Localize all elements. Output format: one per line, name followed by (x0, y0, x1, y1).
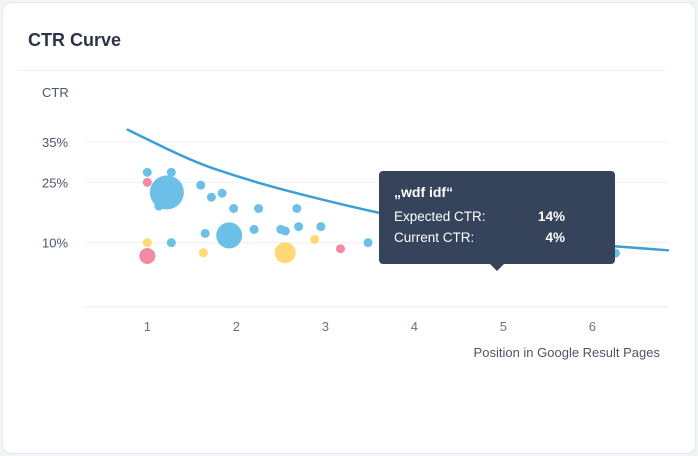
tooltip-title: „wdf idf“ (394, 184, 454, 200)
data-point (316, 222, 326, 232)
card-divider (18, 70, 666, 71)
data-point (142, 238, 152, 248)
data-point (363, 238, 373, 248)
x-tick-label: 2 (233, 319, 240, 334)
data-point (142, 177, 152, 187)
card-title: CTR Curve (28, 30, 122, 50)
tooltip-value-current: 4% (545, 230, 565, 245)
data-point (166, 167, 176, 177)
data-tooltip: „wdf idf“ Expected CTR: 14% Current CTR:… (379, 171, 615, 271)
y-tick-label: 35% (42, 135, 68, 150)
x-tick-label: 3 (322, 319, 329, 334)
data-point (229, 204, 239, 213)
data-point (154, 201, 164, 211)
data-point (149, 175, 184, 210)
y-tick-label: 25% (42, 175, 68, 190)
data-point (254, 204, 264, 213)
data-point (216, 222, 243, 249)
tooltip-label-expected: Expected CTR: (394, 209, 486, 224)
data-point (142, 167, 152, 177)
data-point (310, 234, 320, 244)
data-point (292, 204, 302, 213)
x-tick-label: 1 (144, 319, 151, 334)
data-point (139, 247, 156, 264)
x-tick-label: 6 (589, 319, 596, 334)
x-axis-label: Position in Google Result Pages (474, 345, 661, 360)
data-point (335, 244, 345, 254)
tooltip-label-current: Current CTR: (394, 230, 475, 245)
data-point (196, 180, 206, 190)
data-point (198, 248, 208, 258)
data-point (217, 188, 227, 198)
data-point (280, 226, 290, 236)
data-point (200, 228, 210, 238)
data-point (206, 192, 216, 202)
x-tick-label: 4 (411, 319, 418, 334)
data-point (274, 242, 296, 264)
data-point (294, 222, 304, 232)
x-tick-label: 5 (500, 319, 507, 334)
y-axis-label: CTR (42, 85, 69, 100)
data-point (166, 238, 176, 248)
data-point (249, 224, 259, 234)
tooltip-value-expected: 14% (537, 209, 565, 224)
y-tick-label: 10% (42, 236, 68, 251)
